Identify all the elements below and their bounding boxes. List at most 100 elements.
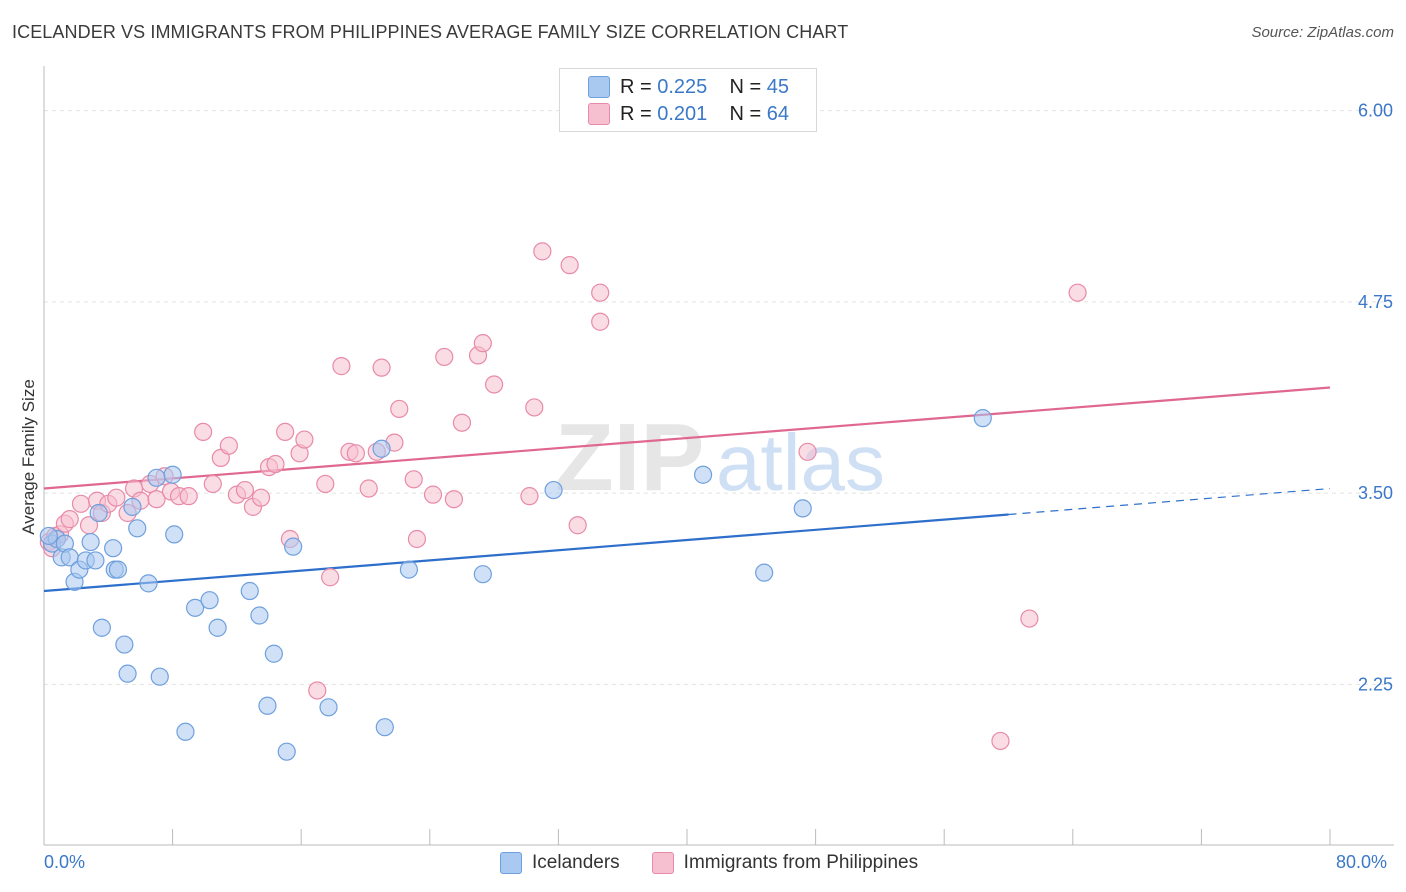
r-value: 0.201 bbox=[657, 102, 708, 125]
point-icelanders bbox=[86, 551, 105, 570]
legend-item-philippines: Immigrants from Philippines bbox=[651, 852, 919, 874]
data-points bbox=[39, 242, 1087, 761]
point-philippines bbox=[444, 490, 464, 509]
point-icelanders bbox=[165, 525, 184, 544]
point-philippines bbox=[321, 568, 340, 587]
point-icelanders bbox=[163, 465, 182, 484]
point-philippines bbox=[407, 529, 427, 549]
point-icelanders bbox=[240, 581, 259, 601]
point-philippines bbox=[251, 488, 271, 507]
r-value: 0.225 bbox=[657, 75, 708, 98]
y-tick-labels: 2.25 3.50 4.75 6.00 bbox=[1358, 101, 1393, 695]
point-icelanders bbox=[150, 667, 169, 686]
n-value: 45 bbox=[766, 75, 790, 98]
y-tick-label: 3.50 bbox=[1358, 483, 1393, 503]
point-icelanders bbox=[186, 598, 205, 617]
point-philippines bbox=[179, 487, 198, 506]
point-icelanders bbox=[123, 497, 142, 516]
blue-swatch bbox=[588, 76, 610, 98]
point-philippines bbox=[147, 490, 166, 509]
trend-line-philippines bbox=[43, 386, 1331, 490]
trend-line-icelanders bbox=[43, 513, 1009, 593]
point-icelanders bbox=[104, 539, 123, 558]
point-icelanders bbox=[176, 722, 195, 741]
point-philippines bbox=[107, 488, 126, 507]
y-tick-label: 4.75 bbox=[1358, 292, 1393, 312]
point-philippines bbox=[71, 494, 91, 513]
point-philippines bbox=[568, 516, 587, 535]
trend-line-icelanders-projection bbox=[1008, 487, 1331, 516]
point-philippines bbox=[194, 422, 213, 441]
point-icelanders bbox=[693, 465, 713, 484]
point-icelanders bbox=[108, 560, 128, 579]
point-philippines bbox=[452, 413, 472, 432]
legend-item-icelanders: Icelanders bbox=[500, 852, 620, 874]
r-label: R = bbox=[620, 75, 652, 98]
point-philippines bbox=[1020, 609, 1039, 628]
point-philippines bbox=[435, 347, 454, 367]
point-philippines bbox=[316, 474, 335, 494]
series-legend: Icelanders Immigrants from Philippines bbox=[500, 852, 950, 874]
point-philippines bbox=[203, 474, 222, 494]
chart-title: ICELANDER VS IMMIGRANTS FROM PHILIPPINES… bbox=[12, 22, 849, 42]
trend-lines bbox=[43, 386, 1331, 593]
point-philippines bbox=[346, 444, 365, 463]
point-philippines bbox=[404, 470, 423, 489]
point-icelanders bbox=[139, 574, 158, 593]
point-icelanders bbox=[277, 742, 296, 761]
point-icelanders bbox=[39, 526, 58, 546]
point-philippines bbox=[991, 731, 1010, 751]
point-icelanders bbox=[973, 409, 992, 428]
legend-label-philippines: Immigrants from Philippines bbox=[683, 852, 919, 873]
x-tick-label-min: 0.0% bbox=[44, 852, 86, 872]
y-tick-label: 2.25 bbox=[1358, 674, 1393, 694]
point-icelanders bbox=[473, 565, 492, 584]
watermark: ZIP atlas bbox=[555, 404, 885, 511]
y-tick-label: 6.00 bbox=[1358, 101, 1393, 121]
point-icelanders bbox=[264, 644, 283, 663]
watermark-atlas: atlas bbox=[716, 418, 885, 507]
point-icelanders bbox=[284, 537, 303, 556]
point-icelanders bbox=[81, 532, 100, 552]
point-philippines bbox=[295, 430, 314, 449]
point-icelanders bbox=[793, 499, 812, 518]
point-philippines bbox=[591, 312, 610, 331]
point-icelanders bbox=[544, 480, 563, 500]
point-philippines bbox=[473, 334, 492, 353]
point-icelanders bbox=[118, 664, 137, 683]
point-philippines bbox=[308, 681, 327, 700]
point-philippines bbox=[533, 242, 552, 261]
point-icelanders bbox=[755, 563, 774, 582]
point-philippines bbox=[390, 399, 409, 419]
point-philippines bbox=[1068, 283, 1087, 302]
point-philippines bbox=[235, 480, 255, 500]
watermark-zip: ZIP bbox=[555, 404, 704, 511]
point-icelanders bbox=[258, 696, 277, 715]
point-icelanders bbox=[399, 560, 419, 579]
point-icelanders bbox=[128, 519, 147, 538]
point-philippines bbox=[798, 442, 817, 461]
point-icelanders bbox=[208, 618, 227, 637]
point-icelanders bbox=[92, 618, 111, 637]
source-note: Source: ZipAtlas.com bbox=[1251, 24, 1394, 41]
y-axis-label: Average Family Size bbox=[19, 379, 38, 535]
point-icelanders bbox=[89, 503, 108, 523]
x-tick-label-max: 80.0% bbox=[1336, 852, 1388, 872]
n-value: 64 bbox=[766, 102, 790, 125]
point-icelanders bbox=[319, 698, 338, 717]
point-icelanders bbox=[200, 591, 219, 610]
point-philippines bbox=[359, 479, 378, 498]
n-label: N = bbox=[729, 102, 762, 125]
blue-swatch bbox=[500, 852, 522, 874]
point-philippines bbox=[266, 454, 285, 474]
point-philippines bbox=[332, 357, 351, 376]
point-philippines bbox=[276, 422, 295, 441]
point-philippines bbox=[60, 510, 79, 529]
point-philippines bbox=[591, 283, 610, 302]
point-philippines bbox=[372, 358, 391, 377]
point-philippines bbox=[520, 487, 539, 506]
legend-label-icelanders: Icelanders bbox=[532, 852, 620, 873]
stats-legend: R = 0.225 N = 45 R = 0.201 N = 64 bbox=[559, 68, 817, 132]
point-philippines bbox=[560, 256, 579, 275]
